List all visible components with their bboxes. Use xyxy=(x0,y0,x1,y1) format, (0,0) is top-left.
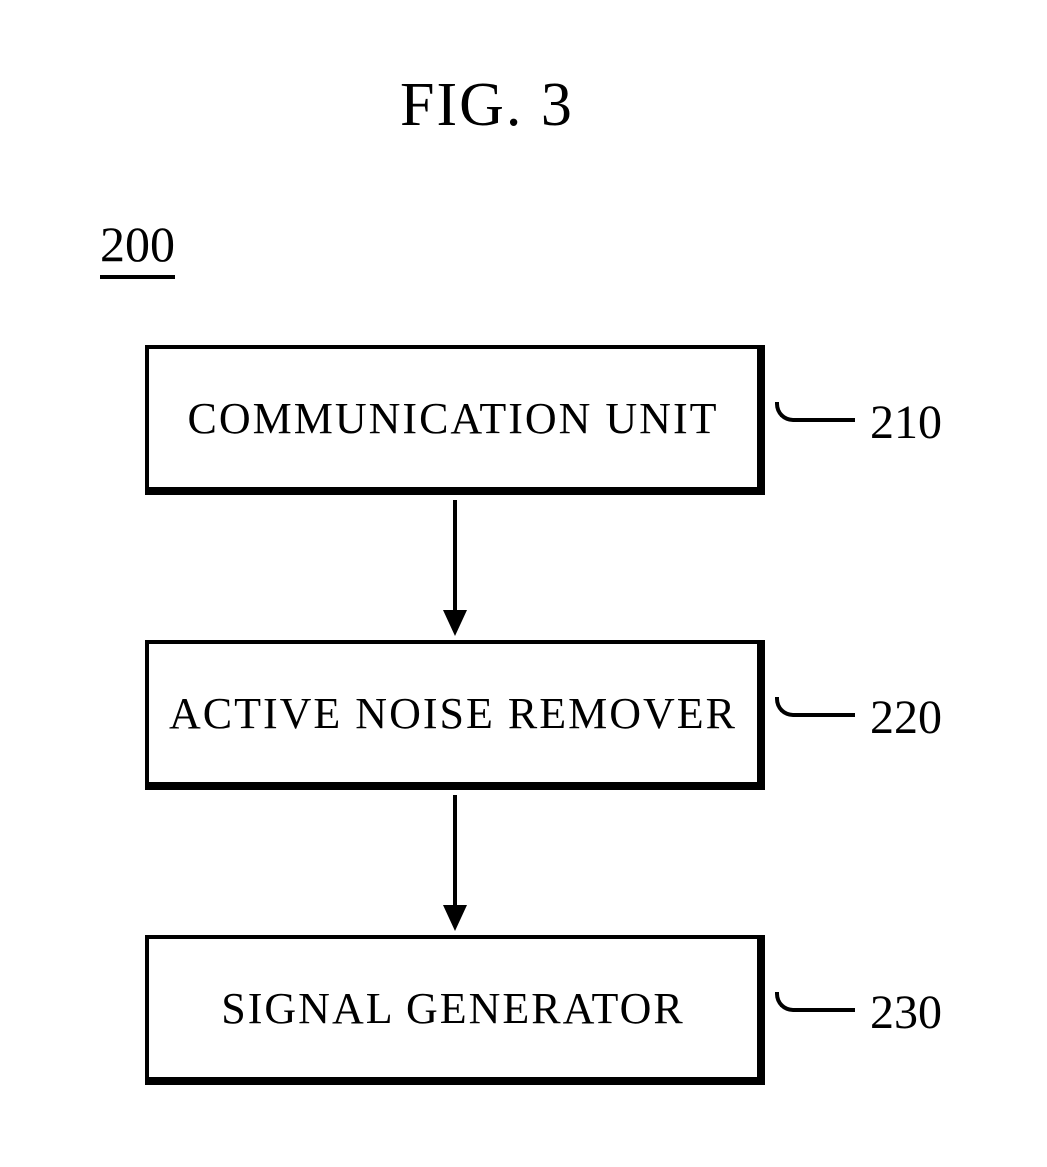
block-signal-generator: SIGNAL GENERATOR xyxy=(145,935,765,1085)
block-label: SIGNAL GENERATOR xyxy=(221,983,684,1034)
ref-tick xyxy=(775,992,795,1012)
block-label: COMMUNICATION UNIT xyxy=(188,393,719,444)
ref-tick xyxy=(775,402,795,422)
block-communication-unit: COMMUNICATION UNIT xyxy=(145,345,765,495)
figure-title: FIG. 3 xyxy=(400,70,574,141)
block-ref-210: 210 xyxy=(870,395,942,450)
arrow-head xyxy=(443,905,467,931)
arrow-head xyxy=(443,610,467,636)
figure-ref-main: 200 xyxy=(100,215,175,279)
ref-tick-line xyxy=(793,1008,855,1012)
ref-tick-line xyxy=(793,713,855,717)
block-label: ACTIVE NOISE REMOVER xyxy=(169,688,737,739)
block-ref-230: 230 xyxy=(870,985,942,1040)
arrow-line xyxy=(453,500,457,612)
block-ref-220: 220 xyxy=(870,690,942,745)
figure-canvas: FIG. 3 200 COMMUNICATION UNIT 210 ACTIVE… xyxy=(0,0,1047,1167)
block-active-noise-remover: ACTIVE NOISE REMOVER xyxy=(145,640,765,790)
ref-tick xyxy=(775,697,795,717)
arrow-line xyxy=(453,795,457,907)
ref-tick-line xyxy=(793,418,855,422)
